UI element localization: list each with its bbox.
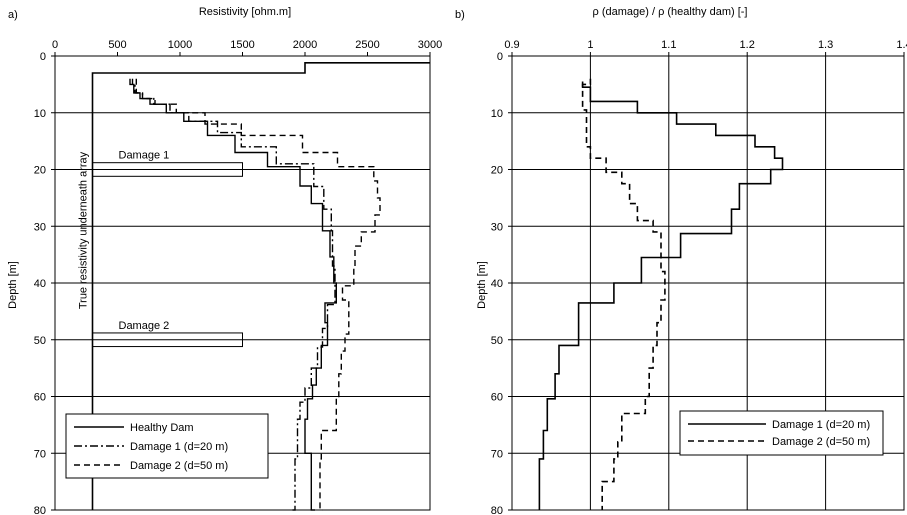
b-x-tick-label: 0.9 <box>504 39 519 51</box>
panel-b-ratio-chart: b) ρ (damage) / ρ (healthy dam) [-] Dept… <box>455 6 907 515</box>
panel-b-y-axis-title: Depth [m] <box>476 261 488 309</box>
panel-a-resistivity-chart: a) Resistivity [ohm.m] Depth [m] Damage … <box>7 6 442 515</box>
b-y-tick-label: 60 <box>491 392 503 404</box>
a-series-line-3 <box>135 78 381 511</box>
panel-a-x-axis-title: Resistivity [ohm.m] <box>199 6 291 18</box>
a-y-tick-label: 60 <box>34 392 46 404</box>
b-y-tick-label: 50 <box>491 335 503 347</box>
a-legend-label-1: Healthy Dam <box>130 422 194 434</box>
a-y-tick-label: 50 <box>34 335 46 347</box>
panel-a-axes: 0 500 1000 1500 2000 2500 3000 0 10 20 30 40 50 60 70 8… <box>34 39 442 515</box>
panel-b-label: b) <box>455 9 465 21</box>
a-series-line-2 <box>129 78 336 511</box>
b-x-tick-label: 1.3 <box>818 39 833 51</box>
b-y-tick-label: 10 <box>491 108 503 120</box>
a-x-tick-label: 2500 <box>355 39 379 51</box>
panel-a-label: a) <box>8 9 18 21</box>
b-series-line-2 <box>581 78 666 510</box>
panel-a-y-axis-title: Depth [m] <box>7 261 19 309</box>
panel-b-axes: 0.9 1 1.1 1.2 1.3 1.4 0 10 20 30 40 50 60 70 80 <box>491 39 907 515</box>
b-legend-label-1: Damage 1 (d=20 m) <box>772 419 870 431</box>
a-reference-line <box>91 62 430 510</box>
panel-b-legend: Damage 1 (d=20 m) Damage 2 (d=50 m) <box>679 410 884 456</box>
a-x-tick-label: 2000 <box>293 39 317 51</box>
a-legend-label-2: Damage 1 (d=20 m) <box>130 441 228 453</box>
a-x-tick-label: 500 <box>108 39 126 51</box>
a-x-tick-label: 1500 <box>230 39 254 51</box>
a-y-tick-label: 30 <box>34 221 46 233</box>
b-legend-box <box>679 410 884 456</box>
b-y-tick-label: 0 <box>497 51 503 63</box>
true-resistivity-label: True resistivity underneath array <box>78 151 90 309</box>
b-y-tick-label: 30 <box>491 221 503 233</box>
a-x-tick-label: 1000 <box>168 39 192 51</box>
b-y-tick-label: 40 <box>491 278 503 290</box>
a-x-tick-label: 0 <box>52 39 58 51</box>
panel-a-annotations: Damage 1 Damage 2 True resistivity underne… <box>78 150 243 348</box>
b-y-tick-label: 70 <box>491 448 503 460</box>
a-y-tick-label: 10 <box>34 108 46 120</box>
b-legend-label-2: Damage 2 (d=50 m) <box>772 436 870 448</box>
panel-a-legend: Healthy Dam Damage 1 (d=20 m) Damage 2 (d=… <box>65 413 269 479</box>
b-series-line-1 <box>538 81 784 510</box>
b-x-tick-label: 1 <box>587 39 593 51</box>
damage-zone-1-label: Damage 1 <box>119 150 170 162</box>
a-legend-box <box>65 413 269 479</box>
a-y-tick-label: 0 <box>40 51 46 63</box>
a-y-tick-label: 80 <box>34 505 46 515</box>
panel-b-series <box>538 78 784 510</box>
panel-b-x-axis-title: ρ (damage) / ρ (healthy dam) [-] <box>593 6 748 18</box>
a-y-tick-label: 70 <box>34 448 46 460</box>
panel-a-series <box>91 62 430 511</box>
b-x-tick-label: 1.4 <box>896 39 907 51</box>
damage-zone-2-label: Damage 2 <box>119 320 170 332</box>
a-legend-label-3: Damage 2 (d=50 m) <box>130 460 228 472</box>
b-x-tick-label: 1.1 <box>661 39 676 51</box>
b-y-tick-label: 20 <box>491 165 503 177</box>
a-y-tick-label: 40 <box>34 278 46 290</box>
b-y-tick-label: 80 <box>491 505 503 515</box>
a-x-tick-label: 3000 <box>418 39 442 51</box>
a-y-tick-label: 20 <box>34 165 46 177</box>
b-x-tick-label: 1.2 <box>740 39 755 51</box>
